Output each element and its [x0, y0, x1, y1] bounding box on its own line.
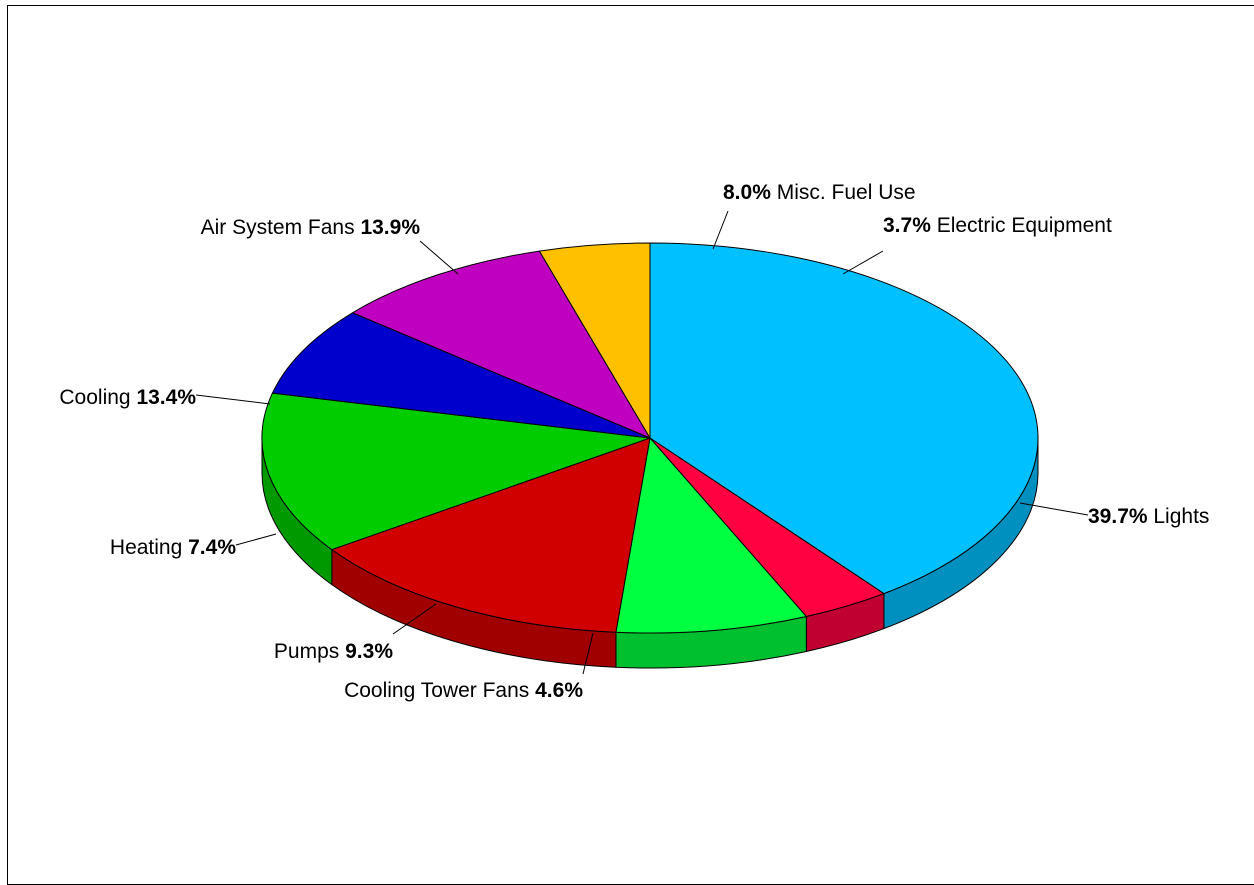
slice-percent: 9.3%	[345, 640, 393, 663]
leader-line-lights	[1019, 502, 1089, 516]
pie-slice-pumps	[351, 250, 652, 440]
slice-label-misc-fuel-use: 8.0% Misc. Fuel Use	[723, 181, 916, 204]
leader-lines	[195, 210, 1089, 675]
slice-name: Cooling Tower Fans	[344, 679, 535, 702]
chart-frame: 39.7% Lights 3.7% Electric Equipment 8.0% …	[7, 5, 1254, 885]
slice-name: Pumps	[274, 640, 345, 663]
slice-percent: 7.4%	[188, 536, 236, 559]
slice-percent: 8.0%	[723, 181, 771, 204]
leader-line-electric-equipment	[842, 250, 884, 275]
slice-name: Lights	[1148, 505, 1210, 528]
pie-slices	[261, 242, 1039, 634]
slice-percent: 3.7%	[883, 214, 931, 237]
slice-name: Electric Equipment	[931, 214, 1112, 237]
leader-line-misc-fuel-use	[712, 210, 729, 250]
pie-slice-cooling-tower-fans	[538, 242, 651, 440]
slice-percent: 13.4%	[136, 386, 196, 409]
slice-label-cooling: Cooling 13.4%	[59, 386, 196, 409]
leader-line-pumps	[392, 603, 437, 635]
pie-slice-air-system-fans	[330, 437, 651, 633]
slice-name: Misc. Fuel Use	[771, 181, 916, 204]
pie-slice-lights	[649, 242, 1039, 595]
slice-label-air-system-fans: Air System Fans 13.9%	[201, 216, 421, 239]
slice-label-lights: 39.7% Lights	[1088, 505, 1209, 528]
slice-label-electric-equipment: 3.7% Electric Equipment	[883, 214, 1112, 237]
pie-chart: 39.7% Lights 3.7% Electric Equipment 8.0% …	[59, 181, 1209, 702]
slice-percent: 39.7%	[1088, 505, 1148, 528]
pie-slice-heating	[271, 312, 651, 439]
pie-slice-misc-fuel-use	[615, 436, 808, 634]
slice-label-heating: Heating 7.4%	[110, 536, 236, 559]
slice-name: Heating	[110, 536, 188, 559]
slice-percent: 4.6%	[535, 679, 583, 702]
slice-name: Cooling	[59, 386, 136, 409]
slice-label-cooling-tower-fans: Cooling Tower Fans 4.6%	[344, 679, 583, 702]
slice-label-pumps: Pumps 9.3%	[274, 640, 393, 663]
leader-line-cooling-tower-fans	[582, 632, 594, 675]
slice-percent: 13.9%	[360, 216, 420, 239]
slice-labels: 39.7% Lights 3.7% Electric Equipment 8.0% …	[59, 181, 1209, 702]
leader-line-air-system-fans	[419, 240, 459, 275]
pie-sides	[261, 437, 1039, 669]
slice-name: Air System Fans	[201, 216, 361, 239]
leader-line-cooling	[195, 394, 271, 405]
leader-line-heating	[235, 533, 277, 546]
pie-slice-cooling	[261, 392, 651, 551]
